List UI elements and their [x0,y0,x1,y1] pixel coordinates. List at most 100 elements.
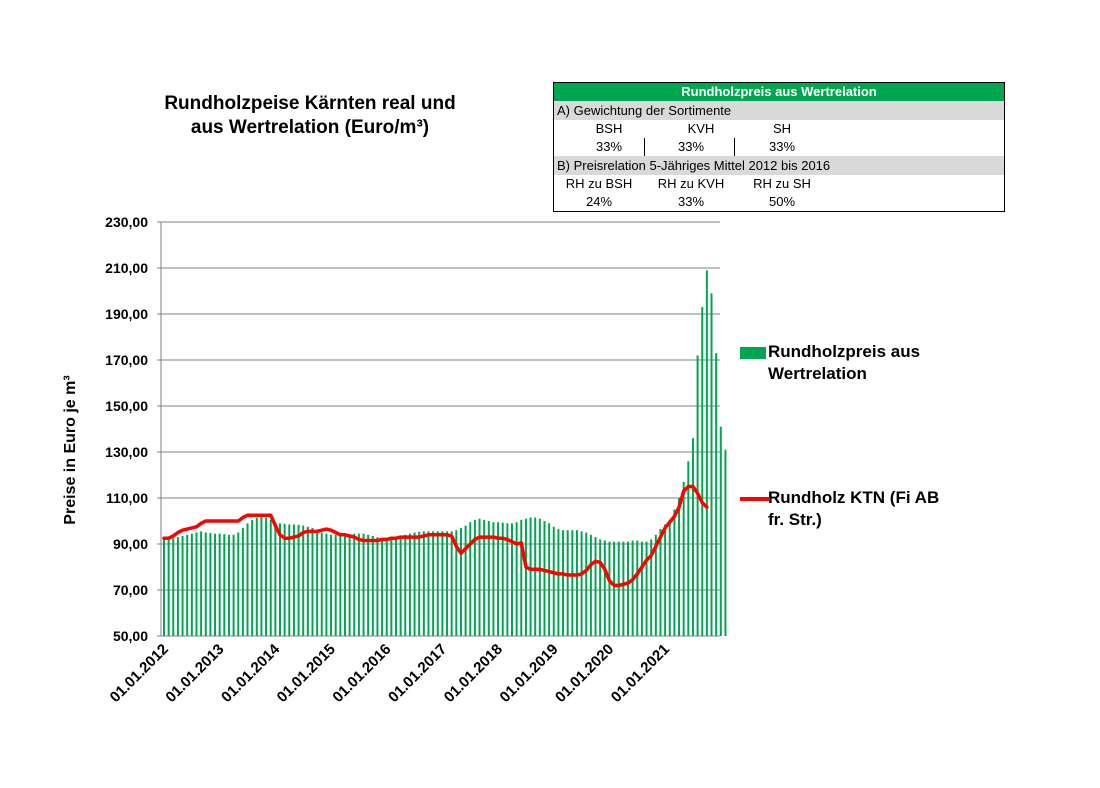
bar [385,538,388,636]
axes [157,221,720,637]
header-kvh: KVH [687,121,715,136]
bar [302,525,305,636]
bar [520,519,523,636]
legend-bar-label-2: Wertrelation [768,364,867,383]
header-rh-kvh: RH zu KVH [657,176,725,191]
series-line [162,484,709,588]
bar [348,534,351,636]
bar [622,541,625,636]
y-tick-label: 190,00 [105,306,148,322]
legend-line-label-1: Rundholz KTN (Fi AB [768,488,940,507]
bar [311,527,314,636]
y-tick-label: 170,00 [105,352,148,368]
bar [459,527,462,636]
bar [501,522,504,636]
bar [543,521,546,636]
x-tick-labels: 01.01.201201.01.201301.01.201401.01.2015… [107,640,673,706]
bar [251,519,254,636]
legend-line-swatch [740,497,770,501]
bar-series [163,270,727,636]
bar [343,534,346,636]
bar [664,524,667,636]
bar [599,539,602,636]
value-bsh: 33% [595,139,623,154]
bar [455,530,458,636]
bar [450,531,453,636]
legend-bar-label-1: Rundholzpreis aus [768,342,921,361]
bar [432,531,435,636]
x-tick-label: 01.01.2017 [385,641,450,706]
header-rh-sh: RH zu SH [753,176,811,191]
header-bsh: BSH [595,121,623,136]
bar [446,531,449,636]
bar [515,522,518,636]
bar [204,532,207,636]
y-tick-label: 130,00 [105,444,148,460]
bar [214,533,217,636]
bar [724,449,727,636]
bar [645,541,648,636]
bar [371,535,374,636]
value-rh-kvh: 33% [677,194,705,209]
legend-line: Rundholz KTN (Fi AB fr. Str.) [740,487,940,531]
bar [172,538,175,636]
value-rh-sh: 50% [768,194,796,209]
bar [682,481,685,636]
section-b-headers: RH zu BSH RH zu KVH RH zu SH [554,175,1004,193]
bar [492,522,495,636]
bar [548,523,551,636]
bar [339,534,342,636]
bar [408,533,411,636]
bar [292,524,295,636]
bar [487,521,490,636]
x-tick-label: 01.01.2013 [162,641,227,706]
value-rh-bsh: 24% [585,194,613,209]
bar [473,519,476,636]
bar [640,541,643,636]
bar [659,529,662,636]
x-tick-label: 01.01.2014 [218,640,284,706]
bar [167,539,170,636]
bar [190,533,193,636]
legend-line-label-2: fr. Str.) [768,510,822,529]
chart-title-line-2: aus Wertrelation (Euro/m³) [190,117,430,138]
column-divider [734,138,735,156]
bar [715,353,718,636]
bar [506,523,509,636]
y-tick-label: 150,00 [105,398,148,414]
section-a-headers: BSH KVH SH [554,120,1004,138]
bar [209,532,212,636]
section-a-label: A) Gewichtung der Sortimente [554,101,1004,120]
bar [464,525,467,636]
bar [357,533,360,636]
bar [691,438,694,636]
y-tick-label: 230,00 [105,214,148,230]
bar [186,534,189,636]
x-tick-label: 01.01.2018 [441,641,506,706]
section-b-label: B) Preisrelation 5-Jähriges Mittel 2012 … [554,156,1004,175]
bar [237,532,240,636]
bar [255,517,258,636]
bar [320,532,323,636]
legend-bar: Rundholzpreis aus Wertrelation [740,341,921,385]
bar [367,534,370,636]
header-rh-bsh: RH zu BSH [565,176,633,191]
bar [571,530,574,636]
bar [589,534,592,636]
bar [390,538,393,636]
bar [710,293,713,636]
bar [529,517,532,636]
info-table-title: Rundholzpreis aus Wertrelation [554,83,1004,101]
chart-title-line-1: Rundholzpeise Kärnten real und [164,93,456,114]
value-sh: 33% [768,139,796,154]
bar [580,531,583,636]
bar [395,537,397,636]
bar [176,537,179,636]
chart-title: Rundholzpeise Kärnten real und aus Wertr… [100,92,520,140]
bar [265,517,268,636]
section-a-values: 33% 33% 33% [554,138,1004,156]
bar [497,522,500,636]
bar [627,541,629,636]
bar [297,524,300,636]
